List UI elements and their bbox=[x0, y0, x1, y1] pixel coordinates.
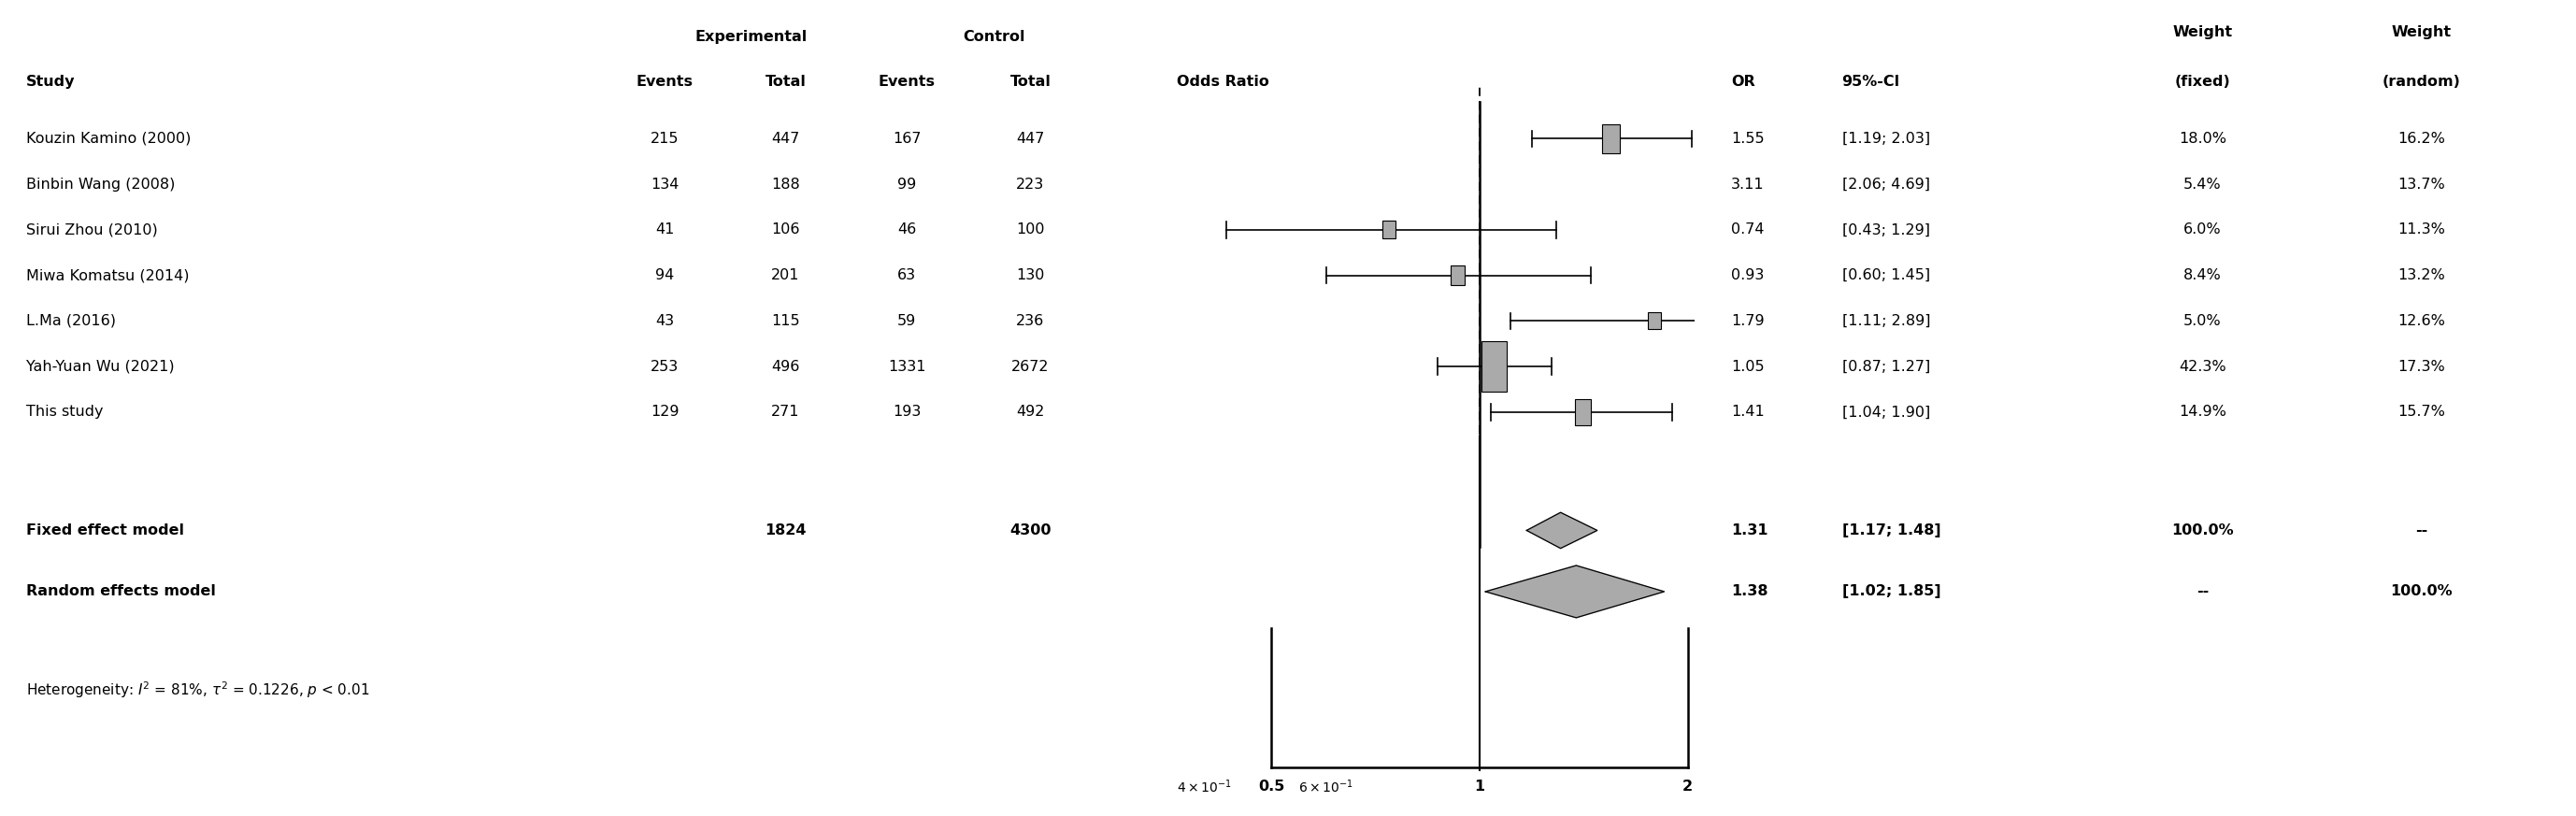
FancyBboxPatch shape bbox=[1814, 175, 1826, 193]
Text: Fixed effect model: Fixed effect model bbox=[26, 523, 183, 538]
Text: Binbin Wang (2008): Binbin Wang (2008) bbox=[26, 177, 175, 191]
Text: Weight: Weight bbox=[2391, 25, 2452, 40]
Text: 100: 100 bbox=[1015, 223, 1046, 237]
Text: --: -- bbox=[2197, 584, 2208, 599]
FancyBboxPatch shape bbox=[1450, 265, 1466, 286]
Text: Total: Total bbox=[765, 74, 806, 89]
Text: 1824: 1824 bbox=[765, 523, 806, 538]
Text: [1.17; 1.48]: [1.17; 1.48] bbox=[1842, 523, 1940, 538]
Text: Total: Total bbox=[1010, 74, 1051, 89]
Text: 236: 236 bbox=[1018, 314, 1043, 328]
Text: 0.93: 0.93 bbox=[1731, 268, 1765, 282]
Text: 167: 167 bbox=[891, 131, 922, 146]
Text: 1.79: 1.79 bbox=[1731, 314, 1765, 328]
Text: 188: 188 bbox=[770, 177, 801, 191]
Text: 1.05: 1.05 bbox=[1731, 360, 1765, 374]
Text: 5.4%: 5.4% bbox=[2184, 177, 2221, 191]
FancyBboxPatch shape bbox=[1602, 125, 1620, 153]
Text: 106: 106 bbox=[770, 223, 801, 237]
FancyBboxPatch shape bbox=[1383, 221, 1396, 239]
Text: [1.11; 2.89]: [1.11; 2.89] bbox=[1842, 314, 1929, 328]
Text: 15.7%: 15.7% bbox=[2398, 405, 2445, 419]
Text: 63: 63 bbox=[896, 268, 917, 282]
Text: 95%-Cl: 95%-Cl bbox=[1842, 74, 1901, 89]
Text: 100.0%: 100.0% bbox=[2391, 584, 2452, 599]
Text: Sirui Zhou (2010): Sirui Zhou (2010) bbox=[26, 223, 157, 237]
Text: 8.4%: 8.4% bbox=[2184, 268, 2221, 282]
Text: 115: 115 bbox=[770, 314, 801, 328]
Text: Study: Study bbox=[26, 74, 75, 89]
Text: [1.04; 1.90]: [1.04; 1.90] bbox=[1842, 405, 1929, 419]
Text: 14.9%: 14.9% bbox=[2179, 405, 2226, 419]
Text: 447: 447 bbox=[1015, 131, 1046, 146]
Text: 46: 46 bbox=[896, 223, 917, 237]
Text: [1.02; 1.85]: [1.02; 1.85] bbox=[1842, 584, 1940, 599]
Text: 496: 496 bbox=[770, 360, 801, 374]
Text: 3.11: 3.11 bbox=[1731, 177, 1765, 191]
Text: 12.6%: 12.6% bbox=[2398, 314, 2445, 328]
Text: [0.87; 1.27]: [0.87; 1.27] bbox=[1842, 360, 1929, 374]
FancyBboxPatch shape bbox=[1574, 399, 1592, 425]
Text: [2.06; 4.69]: [2.06; 4.69] bbox=[1842, 177, 1929, 191]
Text: This study: This study bbox=[26, 405, 103, 419]
Text: Miwa Komatsu (2014): Miwa Komatsu (2014) bbox=[26, 268, 188, 282]
Text: 18.0%: 18.0% bbox=[2179, 131, 2226, 146]
Text: 11.3%: 11.3% bbox=[2398, 223, 2445, 237]
Text: Yah-Yuan Wu (2021): Yah-Yuan Wu (2021) bbox=[26, 360, 175, 374]
Text: [0.43; 1.29]: [0.43; 1.29] bbox=[1842, 223, 1929, 237]
Text: 4300: 4300 bbox=[1010, 523, 1051, 538]
Text: Odds Ratio: Odds Ratio bbox=[1177, 74, 1270, 89]
Text: (random): (random) bbox=[2383, 74, 2460, 89]
Text: L.Ma (2016): L.Ma (2016) bbox=[26, 314, 116, 328]
Text: 42.3%: 42.3% bbox=[2179, 360, 2226, 374]
Text: Random effects model: Random effects model bbox=[26, 584, 216, 599]
Text: Events: Events bbox=[636, 74, 693, 89]
Text: Experimental: Experimental bbox=[696, 29, 806, 44]
Text: 13.7%: 13.7% bbox=[2398, 177, 2445, 191]
Text: --: -- bbox=[2416, 523, 2427, 538]
Text: 1.31: 1.31 bbox=[1731, 523, 1767, 538]
Text: 223: 223 bbox=[1018, 177, 1043, 191]
Text: 94: 94 bbox=[654, 268, 675, 282]
Text: 99: 99 bbox=[896, 177, 917, 191]
Text: Kouzin Kamino (2000): Kouzin Kamino (2000) bbox=[26, 131, 191, 146]
Text: 43: 43 bbox=[654, 314, 675, 328]
Text: 215: 215 bbox=[649, 131, 680, 146]
Text: 193: 193 bbox=[891, 405, 922, 419]
Text: 16.2%: 16.2% bbox=[2398, 131, 2445, 146]
Text: 130: 130 bbox=[1015, 268, 1046, 282]
Text: 1.55: 1.55 bbox=[1731, 131, 1765, 146]
Text: 201: 201 bbox=[770, 268, 801, 282]
Text: 129: 129 bbox=[649, 405, 680, 419]
Text: (fixed): (fixed) bbox=[2174, 74, 2231, 89]
Text: 41: 41 bbox=[654, 223, 675, 237]
Text: 1331: 1331 bbox=[889, 360, 925, 374]
Text: 0.74: 0.74 bbox=[1731, 223, 1765, 237]
Text: 492: 492 bbox=[1015, 405, 1046, 419]
Polygon shape bbox=[1528, 512, 1597, 548]
Text: 271: 271 bbox=[770, 405, 801, 419]
Text: Weight: Weight bbox=[2172, 25, 2233, 40]
Text: 13.2%: 13.2% bbox=[2398, 268, 2445, 282]
Polygon shape bbox=[1486, 565, 1664, 618]
Text: 6.0%: 6.0% bbox=[2184, 223, 2221, 237]
FancyBboxPatch shape bbox=[1481, 342, 1507, 392]
Text: [1.19; 2.03]: [1.19; 2.03] bbox=[1842, 131, 1929, 146]
Text: Control: Control bbox=[963, 29, 1025, 44]
Text: 100.0%: 100.0% bbox=[2172, 523, 2233, 538]
Text: 59: 59 bbox=[896, 314, 917, 328]
Text: 5.0%: 5.0% bbox=[2184, 314, 2221, 328]
Text: 134: 134 bbox=[649, 177, 680, 191]
FancyBboxPatch shape bbox=[1649, 313, 1662, 330]
Text: 1.41: 1.41 bbox=[1731, 405, 1765, 419]
Text: 2672: 2672 bbox=[1012, 360, 1048, 374]
Text: 447: 447 bbox=[770, 131, 801, 146]
Text: 253: 253 bbox=[652, 360, 677, 374]
Text: Heterogeneity: $I^2$ = 81%, $\tau^2$ = 0.1226, $p$ < 0.01: Heterogeneity: $I^2$ = 81%, $\tau^2$ = 0… bbox=[26, 680, 368, 699]
Text: Events: Events bbox=[878, 74, 935, 89]
Text: OR: OR bbox=[1731, 74, 1754, 89]
Text: 17.3%: 17.3% bbox=[2398, 360, 2445, 374]
Text: 1.38: 1.38 bbox=[1731, 584, 1767, 599]
Text: [0.60; 1.45]: [0.60; 1.45] bbox=[1842, 268, 1929, 282]
